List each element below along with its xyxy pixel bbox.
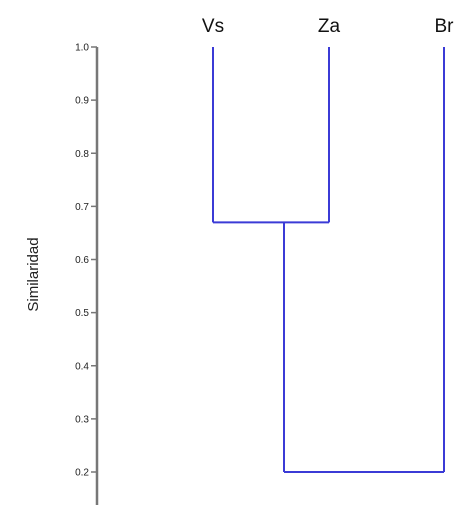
y-tick-label: 0.6 (75, 255, 89, 266)
y-axis: 0.2 0.3 0.4 0.5 0.6 0.7 0.8 0.9 1.0 (75, 43, 99, 505)
y-tick-label: 0.5 (75, 308, 89, 319)
leaf-label-za: Za (318, 16, 341, 37)
y-tick-label: 0.8 (75, 149, 89, 160)
y-tick-label: 1.0 (75, 43, 89, 54)
leaf-label-vs: Vs (202, 16, 224, 37)
y-tick-label: 0.4 (75, 361, 89, 372)
y-tick-label: 0.7 (75, 202, 89, 213)
y-axis-title: Similaridad (25, 237, 42, 311)
leaf-labels: Vs Za Br (202, 16, 454, 37)
y-tick-label: 0.9 (75, 96, 89, 107)
leaf-label-br: Br (435, 16, 455, 37)
dendrogram-branches (212, 47, 445, 473)
y-tick-label: 0.2 (75, 468, 89, 479)
y-tick-label: 0.3 (75, 414, 89, 425)
